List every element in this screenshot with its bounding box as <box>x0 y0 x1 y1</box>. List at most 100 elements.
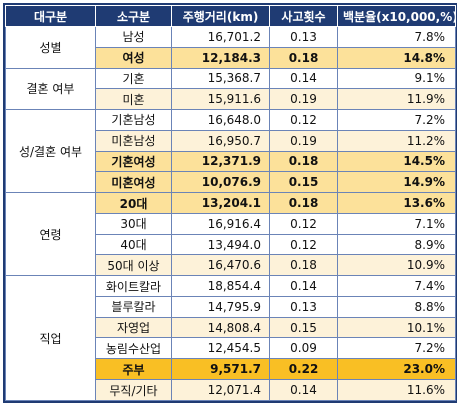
header-major-category: 대구분 <box>5 5 96 27</box>
table-row: 무직/기타 12,071.4 0.14 11.6% <box>6 379 456 401</box>
percentage-cell: 23.0% <box>337 358 456 381</box>
accident-count-cell: 0.12 <box>269 212 338 235</box>
table-row: 농림수산업 12,454.5 0.09 7.2% <box>6 337 456 360</box>
percentage-cell: 11.6% <box>337 379 456 401</box>
percentage-cell: 11.9% <box>337 88 456 111</box>
accident-count-cell: 0.18 <box>269 150 338 173</box>
sub-category-cell: 블루칼라 <box>95 295 172 318</box>
accident-count-cell: 0.13 <box>269 26 338 48</box>
table-body: 성별 남성 16,701.2 0.13 7.8% 여성 12,184.3 0.18 14.8% 결… <box>5 26 456 401</box>
percentage-cell: 7.8% <box>337 26 456 48</box>
table-row: 40대 13,494.0 0.12 8.9% <box>6 233 456 256</box>
accident-count-cell: 0.19 <box>269 88 338 111</box>
sub-category-cell: 40대 <box>95 233 172 256</box>
sub-category-cell: 무직/기타 <box>95 379 172 401</box>
sub-category-cell: 기혼남성 <box>95 109 172 131</box>
table-row: 연령 20대 13,204.1 0.18 13.6% <box>5 192 456 277</box>
percentage-cell: 8.8% <box>337 295 456 318</box>
table-row: 여성 12,184.3 0.18 14.8% <box>6 46 456 69</box>
table-row: 미혼여성 10,076.9 0.15 14.9% <box>6 171 456 194</box>
sub-category-cell: 남성 <box>95 26 172 48</box>
header-row: 대구분 소구분 주행거리(km) 사고횟수 백분율(x10,000,%) <box>5 5 456 27</box>
distance-cell: 10,076.9 <box>171 171 270 194</box>
accident-count-cell: 0.14 <box>269 67 338 90</box>
percentage-cell: 10.9% <box>337 254 456 277</box>
header-percentage: 백분율(x10,000,%) <box>337 5 456 27</box>
major-category-cell: 성별 <box>5 26 96 69</box>
accident-count-cell: 0.12 <box>269 233 338 256</box>
accident-count-cell: 0.14 <box>269 275 338 297</box>
header-accident-count: 사고횟수 <box>269 5 338 27</box>
distance-cell: 13,204.1 <box>171 192 270 214</box>
percentage-cell: 7.2% <box>337 109 456 131</box>
major-category-cell: 결혼 여부 <box>5 67 96 111</box>
percentage-cell: 9.1% <box>337 67 456 90</box>
distance-cell: 12,454.5 <box>171 337 270 360</box>
distance-cell: 16,701.2 <box>171 26 270 48</box>
accident-count-cell: 0.13 <box>269 295 338 318</box>
table-row: 결혼 여부 기혼 15,368.7 0.14 9.1% <box>5 67 456 111</box>
accident-rate-table: 대구분 소구분 주행거리(km) 사고횟수 백분율(x10,000,%) 성별 남… <box>5 5 456 401</box>
distance-cell: 9,571.7 <box>171 358 270 381</box>
distance-cell: 12,371.9 <box>171 150 270 173</box>
table-row: 50대 이상 16,470.6 0.18 10.9% <box>6 254 456 277</box>
accident-count-cell: 0.15 <box>269 171 338 194</box>
sub-category-cell: 자영업 <box>95 316 172 339</box>
sub-category-cell: 기혼 <box>95 67 172 90</box>
data-table-container: 대구분 소구분 주행거리(km) 사고횟수 백분율(x10,000,%) 성별 남… <box>3 3 457 403</box>
accident-count-cell: 0.19 <box>269 129 338 152</box>
accident-count-cell: 0.09 <box>269 337 338 360</box>
distance-cell: 16,950.7 <box>171 129 270 152</box>
table-row: 블루칼라 14,795.9 0.13 8.8% <box>6 295 456 318</box>
distance-cell: 16,470.6 <box>171 254 270 277</box>
percentage-cell: 11.2% <box>337 129 456 152</box>
distance-cell: 13,494.0 <box>171 233 270 256</box>
sub-category-cell: 농림수산업 <box>95 337 172 360</box>
percentage-cell: 8.9% <box>337 233 456 256</box>
percentage-cell: 14.5% <box>337 150 456 173</box>
distance-cell: 15,911.6 <box>171 88 270 111</box>
accident-count-cell: 0.18 <box>269 192 338 214</box>
table-row: 성/결혼 여부 기혼남성 16,648.0 0.12 7.2% <box>5 109 456 194</box>
distance-cell: 18,854.4 <box>171 275 270 297</box>
accident-count-cell: 0.22 <box>269 358 338 381</box>
sub-category-cell: 주부 <box>95 358 172 381</box>
sub-category-cell: 미혼남성 <box>95 129 172 152</box>
sub-category-cell: 여성 <box>95 46 172 69</box>
accident-count-cell: 0.14 <box>269 379 338 401</box>
distance-cell: 14,795.9 <box>171 295 270 318</box>
distance-cell: 14,808.4 <box>171 316 270 339</box>
distance-cell: 16,648.0 <box>171 109 270 131</box>
table-row: 미혼남성 16,950.7 0.19 11.2% <box>6 129 456 152</box>
sub-category-cell: 20대 <box>95 192 172 214</box>
major-category-cell: 성/결혼 여부 <box>5 109 96 194</box>
distance-cell: 15,368.7 <box>171 67 270 90</box>
table-row: 성별 남성 16,701.2 0.13 7.8% <box>5 26 456 69</box>
percentage-cell: 7.4% <box>337 275 456 297</box>
accident-count-cell: 0.12 <box>269 109 338 131</box>
distance-cell: 12,071.4 <box>171 379 270 401</box>
accident-count-cell: 0.18 <box>269 254 338 277</box>
sub-category-cell: 30대 <box>95 212 172 235</box>
accident-count-cell: 0.15 <box>269 316 338 339</box>
percentage-cell: 7.2% <box>337 337 456 360</box>
accident-count-cell: 0.18 <box>269 46 338 69</box>
table-row: 30대 16,916.4 0.12 7.1% <box>6 212 456 235</box>
major-category-cell: 직업 <box>5 275 96 401</box>
table-row: 직업 화이트칼라 18,854.4 0.14 7.4% <box>5 275 456 401</box>
header-sub-category: 소구분 <box>95 5 172 27</box>
sub-category-cell: 화이트칼라 <box>95 275 172 297</box>
percentage-cell: 10.1% <box>337 316 456 339</box>
percentage-cell: 14.8% <box>337 46 456 69</box>
sub-category-cell: 기혼여성 <box>95 150 172 173</box>
percentage-cell: 7.1% <box>337 212 456 235</box>
major-category-cell: 연령 <box>5 192 96 277</box>
sub-category-cell: 미혼여성 <box>95 171 172 194</box>
sub-category-cell: 50대 이상 <box>95 254 172 277</box>
percentage-cell: 13.6% <box>337 192 456 214</box>
distance-cell: 12,184.3 <box>171 46 270 69</box>
distance-cell: 16,916.4 <box>171 212 270 235</box>
table-row: 주부 9,571.7 0.22 23.0% <box>6 358 456 381</box>
percentage-cell: 14.9% <box>337 171 456 194</box>
header-distance: 주행거리(km) <box>171 5 270 27</box>
